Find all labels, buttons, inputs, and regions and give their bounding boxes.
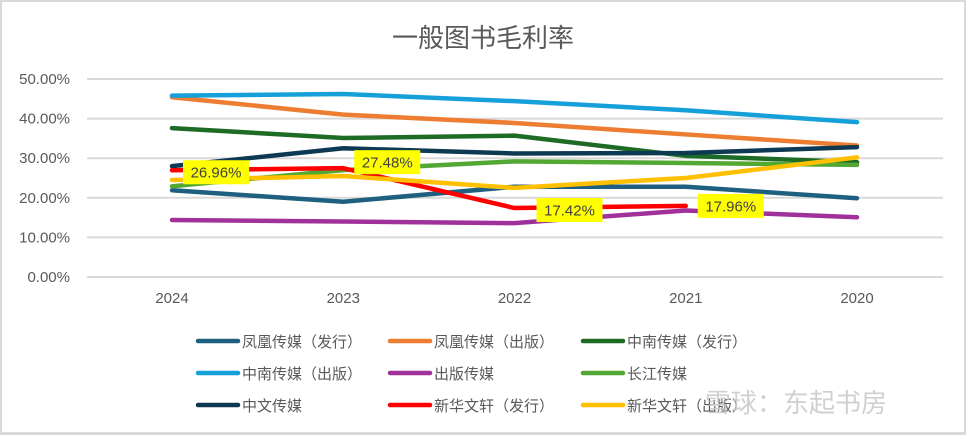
legend-label: 长江传媒 (627, 365, 687, 383)
x-tick-label: 2024 (155, 290, 188, 307)
y-tick-label: 50.00% (19, 71, 70, 88)
watermark: 雪球：东起书房 (705, 389, 887, 419)
y-tick-label: 0.00% (27, 269, 70, 286)
legend-item: 中南传媒（出版） (195, 365, 362, 383)
legend-label: 新华文轩（发行） (434, 397, 554, 415)
data-labels: 26.96% 27.48% 17.42% 17.96% (183, 150, 764, 223)
series-line-3 (169, 91, 860, 125)
legend-label: 出版传媒 (434, 365, 494, 383)
data-label-background (354, 150, 421, 175)
data-label-background (536, 198, 603, 223)
series-line-1 (169, 94, 860, 148)
y-tick-label: 40.00% (19, 111, 70, 128)
legend-item: 中文传媒 (195, 397, 302, 415)
x-tick-label: 2022 (498, 290, 531, 307)
series-line-2 (169, 125, 860, 165)
data-label-background (183, 160, 249, 185)
x-tick-label: 2023 (327, 290, 360, 307)
data-label: 27.48% (354, 150, 421, 175)
legend-item: 新华文轩（发行） (387, 397, 554, 415)
x-axis-ticks: 2024 2023 2022 2021 2020 (155, 290, 873, 307)
y-tick-label: 10.00% (19, 229, 70, 246)
legend-item: 长江传媒 (580, 365, 687, 383)
data-label-text: 17.42% (544, 203, 595, 220)
y-axis-ticks: 0.00% 10.00% 20.00% 30.00% 40.00% 50.00% (19, 71, 70, 286)
legend-item: 新华文轩（出版） (580, 397, 747, 415)
data-label: 17.96% (697, 193, 764, 218)
series-line-6 (169, 144, 860, 169)
x-tick-label: 2020 (840, 290, 873, 307)
y-tick-label: 20.00% (19, 190, 70, 207)
data-label-text: 17.96% (705, 198, 756, 215)
data-label-text: 27.48% (362, 155, 413, 172)
legend-item: 中南传媒（发行） (580, 333, 747, 351)
series-line-8 (169, 155, 860, 191)
legend-label: 中南传媒（发行） (627, 333, 747, 351)
data-label-text: 26.96% (191, 165, 242, 182)
chart-title: 一般图书毛利率 (392, 24, 574, 54)
data-label: 17.42% (536, 198, 603, 223)
data-label: 26.96% (183, 160, 249, 185)
legend-label: 凤凰传媒（出版） (434, 333, 554, 351)
legend-item: 出版传媒 (387, 365, 494, 383)
data-label-background (697, 193, 764, 218)
legend: 凤凰传媒（发行） 凤凰传媒（出版） 中南传媒（发行） 中南传媒（出版） 出版传媒 长江传媒… (195, 333, 747, 415)
legend-item: 凤凰传媒（出版） (387, 333, 554, 351)
legend-label: 中文传媒 (242, 397, 302, 415)
legend-item: 凤凰传媒（发行） (195, 333, 362, 351)
legend-label: 新华文轩（出版） (627, 397, 747, 415)
y-tick-label: 30.00% (19, 150, 70, 167)
series-line-5 (169, 159, 860, 189)
legend-label: 中南传媒（出版） (242, 365, 362, 383)
x-tick-label: 2021 (669, 290, 702, 307)
gridlines (87, 78, 943, 278)
legend-label: 凤凰传媒（发行） (242, 333, 362, 351)
